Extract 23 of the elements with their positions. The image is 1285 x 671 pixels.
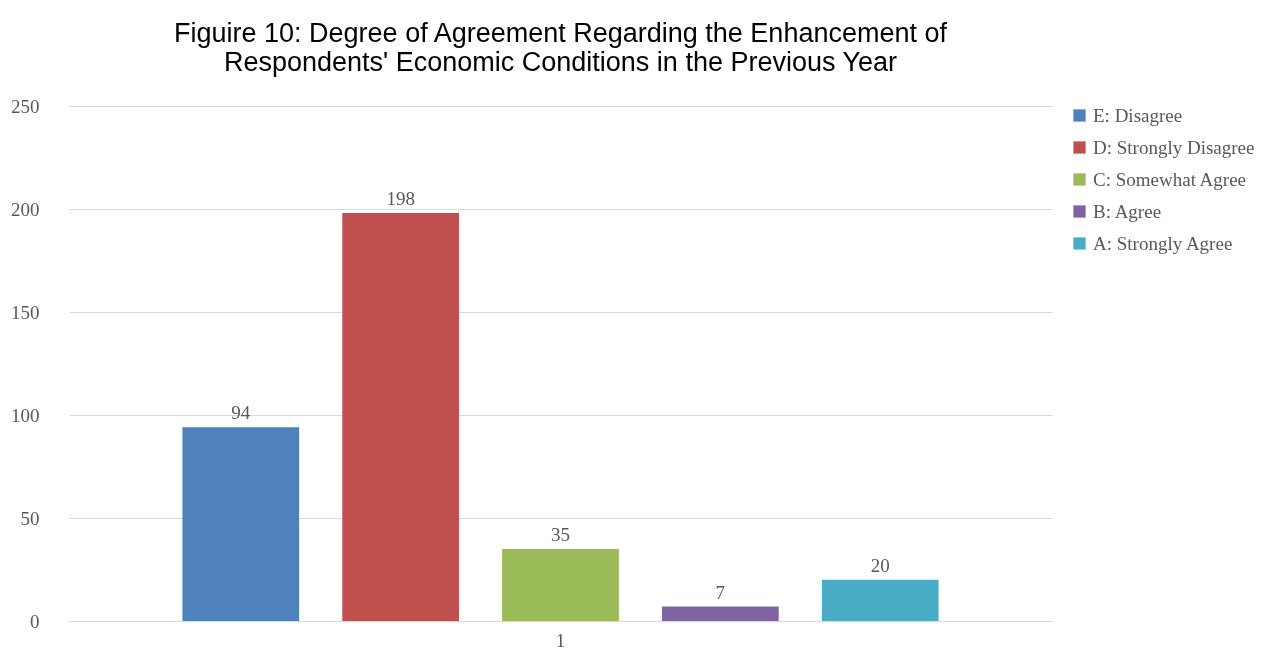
- bar: [342, 213, 459, 621]
- data-label: 35: [551, 523, 570, 545]
- data-label: 198: [386, 188, 415, 210]
- y-tick-label: 150: [11, 301, 40, 323]
- x-tick-label: 1: [555, 629, 566, 651]
- bar: [182, 427, 300, 621]
- legend-label: B: Agree: [1093, 200, 1162, 222]
- data-label: 7: [715, 581, 726, 603]
- y-tick-label: 0: [30, 610, 40, 632]
- data-label: 20: [870, 554, 890, 576]
- bar: [662, 606, 779, 621]
- y-tick-label: 250: [11, 95, 40, 117]
- y-tick-label: 50: [20, 507, 40, 529]
- y-tick-label: 100: [11, 404, 40, 426]
- legend-label: C: Somewhat Agree: [1093, 168, 1247, 190]
- legend-label: A: Strongly Agree: [1093, 232, 1233, 254]
- legend-label: E: Disagree: [1093, 104, 1183, 126]
- bar: [502, 548, 619, 621]
- y-tick-label: 200: [11, 198, 40, 220]
- legend-label: D: Strongly Disagree: [1093, 136, 1255, 158]
- bar: [821, 579, 939, 621]
- chart-title: Figuire 10: Degree of Agreement Regarding the Enhancement of Respondents' Economic Conditions in the Previous Year: [174, 18, 948, 77]
- data-label: 94: [231, 402, 251, 424]
